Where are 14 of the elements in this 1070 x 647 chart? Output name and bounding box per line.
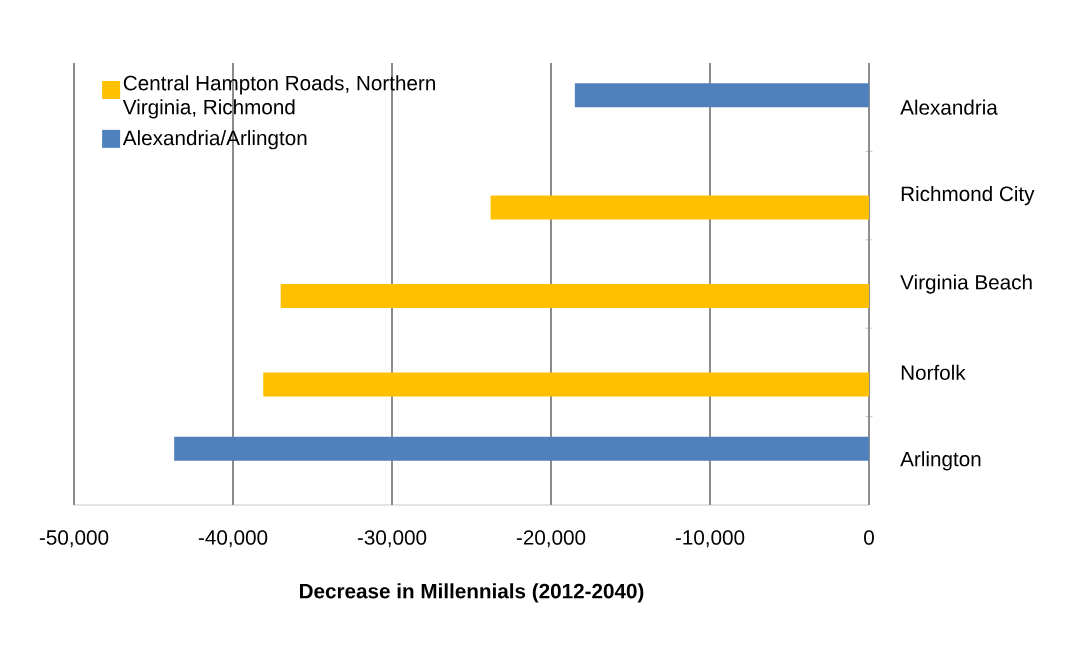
y-tick-label: Virginia Beach <box>900 274 1032 294</box>
x-tick-label: -40,000 <box>198 530 268 548</box>
x-tick-label: 0 <box>864 530 874 545</box>
y-tick-label: Alexandria <box>900 99 998 115</box>
x-tick-label: -10,000 <box>675 530 745 548</box>
x-tick-label: -50,000 <box>39 530 109 548</box>
legend-label: Central Hampton Roads, Northern Virginia, Richmond <box>122 75 435 119</box>
x-tick-label: -20,000 <box>516 530 586 548</box>
x-axis-title: Decrease in Millennials (2012-2040) <box>300 583 644 603</box>
y-tick-label: Norfolk <box>901 364 966 380</box>
x-tick-label: -30,000 <box>357 530 427 548</box>
y-tick-label: Arlington <box>900 451 981 471</box>
legend-label: Alexandria/Arlington <box>122 130 307 150</box>
y-tick-label: Richmond City <box>901 185 1035 206</box>
